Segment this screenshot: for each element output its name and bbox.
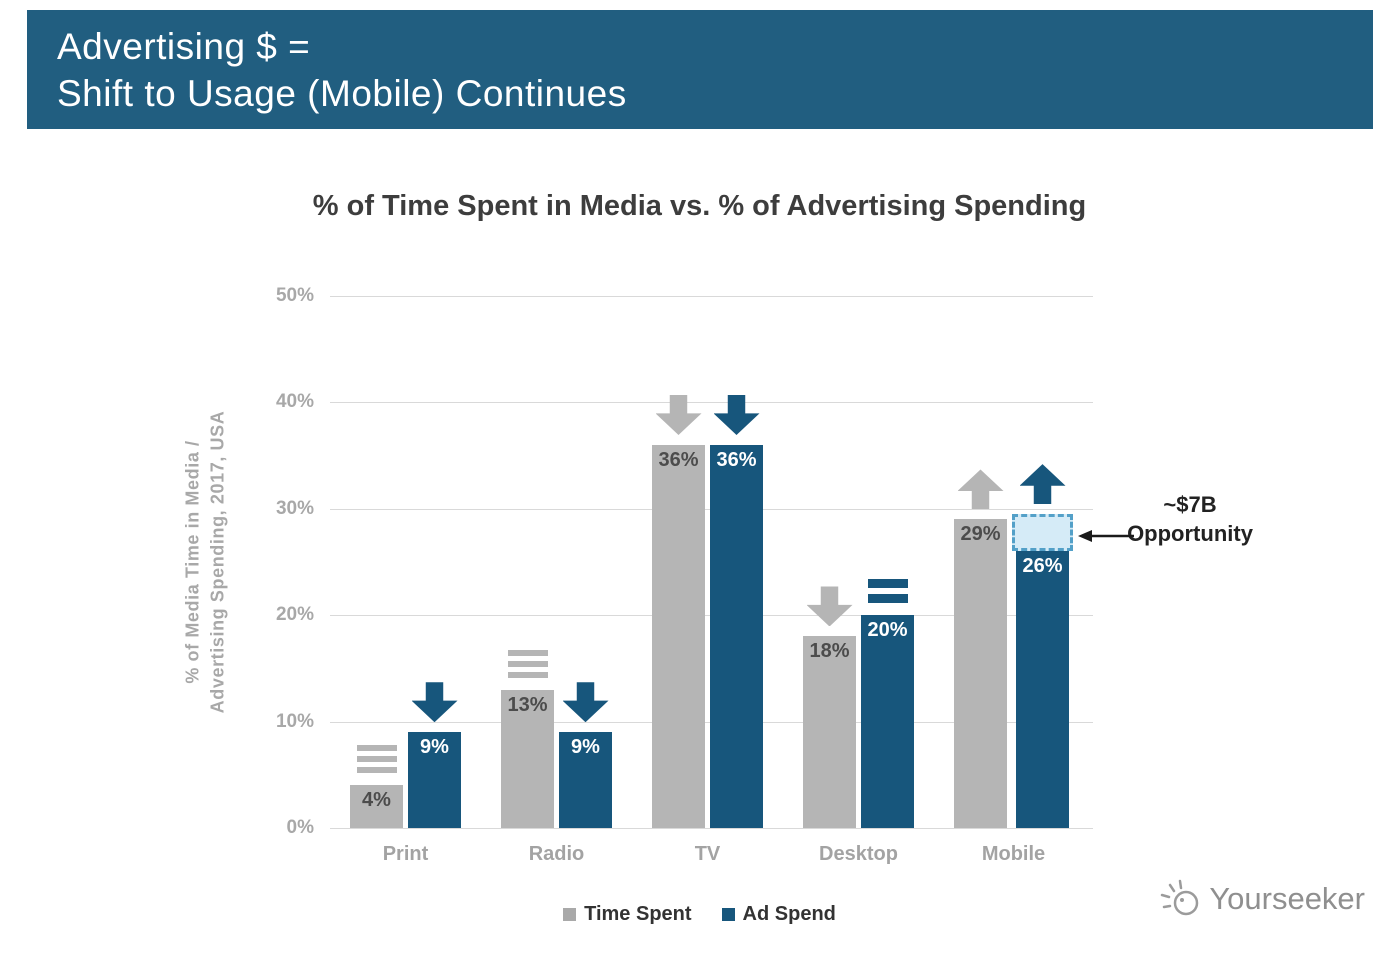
flat-line xyxy=(356,767,397,774)
bar-mobile-ad-spend: 26% xyxy=(1016,551,1069,828)
legend-swatch xyxy=(563,908,577,921)
opportunity-annotation: ~$7B Opportunity xyxy=(1105,490,1275,548)
flat-line xyxy=(867,579,908,589)
bar-value-label: 18% xyxy=(809,640,850,663)
y-axis-label-text: % of Media Time in Media / Advertising S… xyxy=(180,411,230,714)
bar-column: 29% xyxy=(954,469,1007,828)
trend-flat-icon xyxy=(507,649,548,678)
trend-flat-icon xyxy=(867,579,908,604)
bars-layer: 4% 9% Print 13% 9% Radio 36% 36% TV 18% 20% Desktop… xyxy=(330,296,1093,865)
trend-down-icon xyxy=(713,394,760,435)
category-group-tv: 36% 36% TV xyxy=(652,296,763,865)
bar-tv-ad-spend: 36% xyxy=(710,444,763,828)
bar-value-label: 29% xyxy=(960,523,1001,546)
yourseeker-logo-icon xyxy=(1161,879,1199,916)
trend-flat-icon xyxy=(356,745,397,774)
x-category-label: Desktop xyxy=(819,843,898,865)
bar-column: 13% xyxy=(501,649,554,828)
y-tick-label: 0% xyxy=(286,817,314,838)
banner-line-2: Shift to Usage (Mobile) Continues xyxy=(57,73,627,114)
chart-title: % of Time Spent in Media vs. % of Advert… xyxy=(312,190,1087,222)
bar-radio-time-spent: 13% xyxy=(501,689,554,828)
flat-line xyxy=(507,649,548,656)
bar-pair: 18% 20% xyxy=(803,579,914,828)
watermark-text: Yourseeker xyxy=(1209,881,1365,916)
bar-tv-time-spent: 36% xyxy=(652,444,705,828)
y-tick-label: 20% xyxy=(275,604,314,626)
bar-column: 4% xyxy=(350,745,403,828)
gridline xyxy=(330,828,1093,829)
bar-value-label: 36% xyxy=(716,448,757,471)
annotation-arrow-icon xyxy=(1078,530,1134,542)
watermark: Yourseeker xyxy=(1159,878,1365,920)
gridline xyxy=(330,402,1093,404)
bar-column: 20% xyxy=(861,579,914,828)
flat-line xyxy=(356,745,397,752)
legend-label: Ad Spend xyxy=(742,903,836,925)
x-category-label: TV xyxy=(694,843,721,865)
bar-column: 9% xyxy=(559,682,612,828)
trend-down-icon xyxy=(562,682,609,723)
legend-swatch xyxy=(721,908,735,921)
title-banner: Advertising $ = Shift to Usage (Mobile) … xyxy=(27,10,1373,129)
x-category-label: Radio xyxy=(528,843,585,865)
chart-legend: Time Spent Ad Spend xyxy=(0,903,1399,926)
bar-column: 26% xyxy=(1012,464,1073,828)
bar-value-label: 26% xyxy=(1022,555,1063,578)
bar-mobile-time-spent: 29% xyxy=(954,519,1007,828)
flat-line xyxy=(507,671,548,678)
flat-line xyxy=(507,660,548,667)
trend-down-icon xyxy=(411,682,458,723)
legend-label: Time Spent xyxy=(584,903,692,925)
y-axis-label: % of Media Time in Media / Advertising S… xyxy=(165,296,245,828)
bar-pair: 13% 9% xyxy=(501,649,612,828)
bar-desktop-time-spent: 18% xyxy=(803,636,856,828)
category-group-print: 4% 9% Print xyxy=(350,296,461,865)
plot-area: 0% 10% 20% 30% 40% 50% 4% 9% Print 13% 9% Radio 36%… xyxy=(276,285,1093,865)
trend-up-icon xyxy=(957,469,1004,510)
y-tick-label: 40% xyxy=(275,391,314,413)
bar-value-label: 20% xyxy=(867,619,908,642)
bar-pair: 36% 36% xyxy=(652,394,763,828)
trend-up-icon xyxy=(1019,464,1066,505)
category-group-desktop: 18% 20% Desktop xyxy=(803,296,914,865)
category-group-mobile: 29% 26% Mobile xyxy=(954,296,1073,865)
bar-column: 9% xyxy=(408,682,461,828)
bar-value-label: 4% xyxy=(362,789,391,812)
legend-item-ad-spend: Ad Spend xyxy=(721,903,836,926)
bar-column: 36% xyxy=(710,394,763,828)
x-category-label: Print xyxy=(382,843,429,865)
banner-line-1: Advertising $ = xyxy=(57,26,311,67)
bar-column: 18% xyxy=(803,586,856,828)
y-tick-label: 10% xyxy=(275,710,314,732)
bar-value-label: 9% xyxy=(571,736,600,759)
y-tick-label: 50% xyxy=(275,285,314,306)
bar-desktop-ad-spend: 20% xyxy=(861,615,914,828)
flat-line xyxy=(867,594,908,604)
annotation-line2: Opportunity xyxy=(1127,521,1253,546)
bar-pair: 4% 9% xyxy=(350,682,461,828)
bar-print-ad-spend: 9% xyxy=(408,732,461,828)
bar-print-time-spent: 4% xyxy=(350,785,403,828)
trend-down-icon xyxy=(655,394,702,435)
gridline xyxy=(330,296,1093,297)
trend-down-icon xyxy=(806,586,853,627)
bar-column: 36% xyxy=(652,394,705,828)
y-tick-label: 30% xyxy=(275,497,314,519)
x-category-label: Mobile xyxy=(981,843,1046,865)
legend-item-time-spent: Time Spent xyxy=(563,903,692,926)
y-axis-label-line1: % of Media Time in Media / xyxy=(182,440,203,684)
bar-value-label: 36% xyxy=(658,448,699,471)
opportunity-box xyxy=(1012,514,1073,552)
bar-radio-ad-spend: 9% xyxy=(559,732,612,828)
y-axis-label-line2: Advertising Spending, 2017, USA xyxy=(207,410,228,714)
bar-value-label: 9% xyxy=(420,736,449,759)
category-group-radio: 13% 9% Radio xyxy=(501,296,612,865)
flat-line xyxy=(356,756,397,763)
bar-pair: 29% 26% xyxy=(954,464,1073,828)
annotation-line1: ~$7B xyxy=(1163,492,1217,517)
bar-value-label: 13% xyxy=(507,693,548,716)
